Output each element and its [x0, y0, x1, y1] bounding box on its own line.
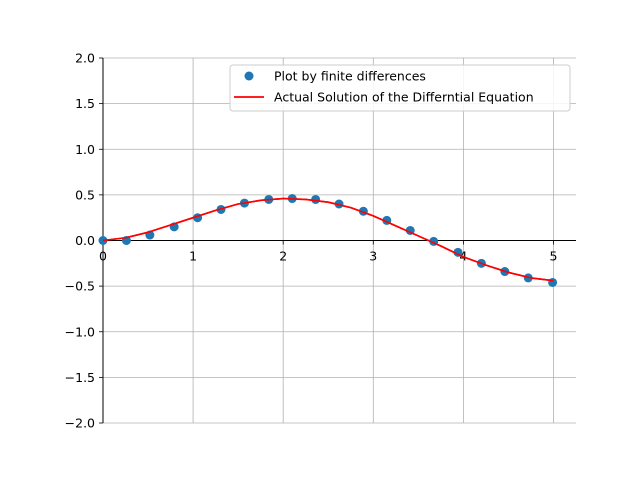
legend-box [229, 64, 571, 112]
finite-difference-point [311, 194, 321, 204]
y-tick-label: 1.0 [75, 142, 95, 157]
legend-marker-finite-differences [244, 71, 254, 81]
y-tick-label: 1.5 [75, 96, 95, 111]
x-tick-label: 4 [459, 249, 467, 264]
series [98, 194, 558, 287]
legend: Plot by finite differences Actual Soluti… [229, 64, 571, 112]
y-tick-label: 0.5 [75, 187, 95, 202]
x-tick-label: 5 [549, 249, 557, 264]
y-tick-label: −2.0 [65, 416, 95, 431]
legend-label-finite-differences: Plot by finite differences [274, 69, 426, 84]
finite-difference-point [548, 277, 558, 287]
ticks: 0 1 2 3 4 5 −2.0 −1.5 −1.0 −0.5 0.0 0.5 1.0 1.5 2.0 [65, 51, 558, 431]
x-tick-label: 0 [99, 249, 107, 264]
y-tick-label: −1.0 [65, 324, 95, 339]
x-tick-label: 1 [189, 249, 197, 264]
y-tick-label: −1.5 [65, 370, 95, 385]
y-tick-label: −0.5 [65, 279, 95, 294]
y-tick-label: 0.0 [75, 233, 95, 248]
legend-label-actual-solution: Actual Solution of the Differntial Equat… [274, 90, 534, 105]
axes [102, 58, 576, 423]
x-tick-label: 3 [369, 249, 377, 264]
y-tick-label: 2.0 [75, 51, 95, 66]
actual-solution-line-overlay [102, 197, 554, 282]
x-tick-label: 2 [279, 249, 287, 264]
actual-solution-line [102, 197, 554, 282]
